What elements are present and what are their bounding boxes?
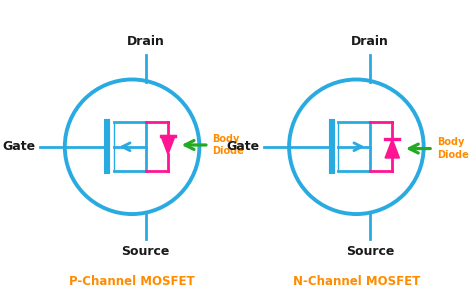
Polygon shape [385, 139, 400, 158]
Text: Body
Diode: Body Diode [212, 134, 244, 156]
Text: Source: Source [121, 246, 170, 258]
Text: Gate: Gate [227, 140, 260, 153]
Text: Drain: Drain [351, 35, 389, 48]
Text: Source: Source [346, 246, 394, 258]
Text: Gate: Gate [2, 140, 36, 153]
Text: Drain: Drain [127, 35, 164, 48]
Polygon shape [161, 136, 175, 154]
Text: N-Channel MOSFET: N-Channel MOSFET [293, 275, 420, 288]
Text: P-Channel MOSFET: P-Channel MOSFET [69, 275, 195, 288]
Text: Body
Diode: Body Diode [437, 137, 468, 160]
